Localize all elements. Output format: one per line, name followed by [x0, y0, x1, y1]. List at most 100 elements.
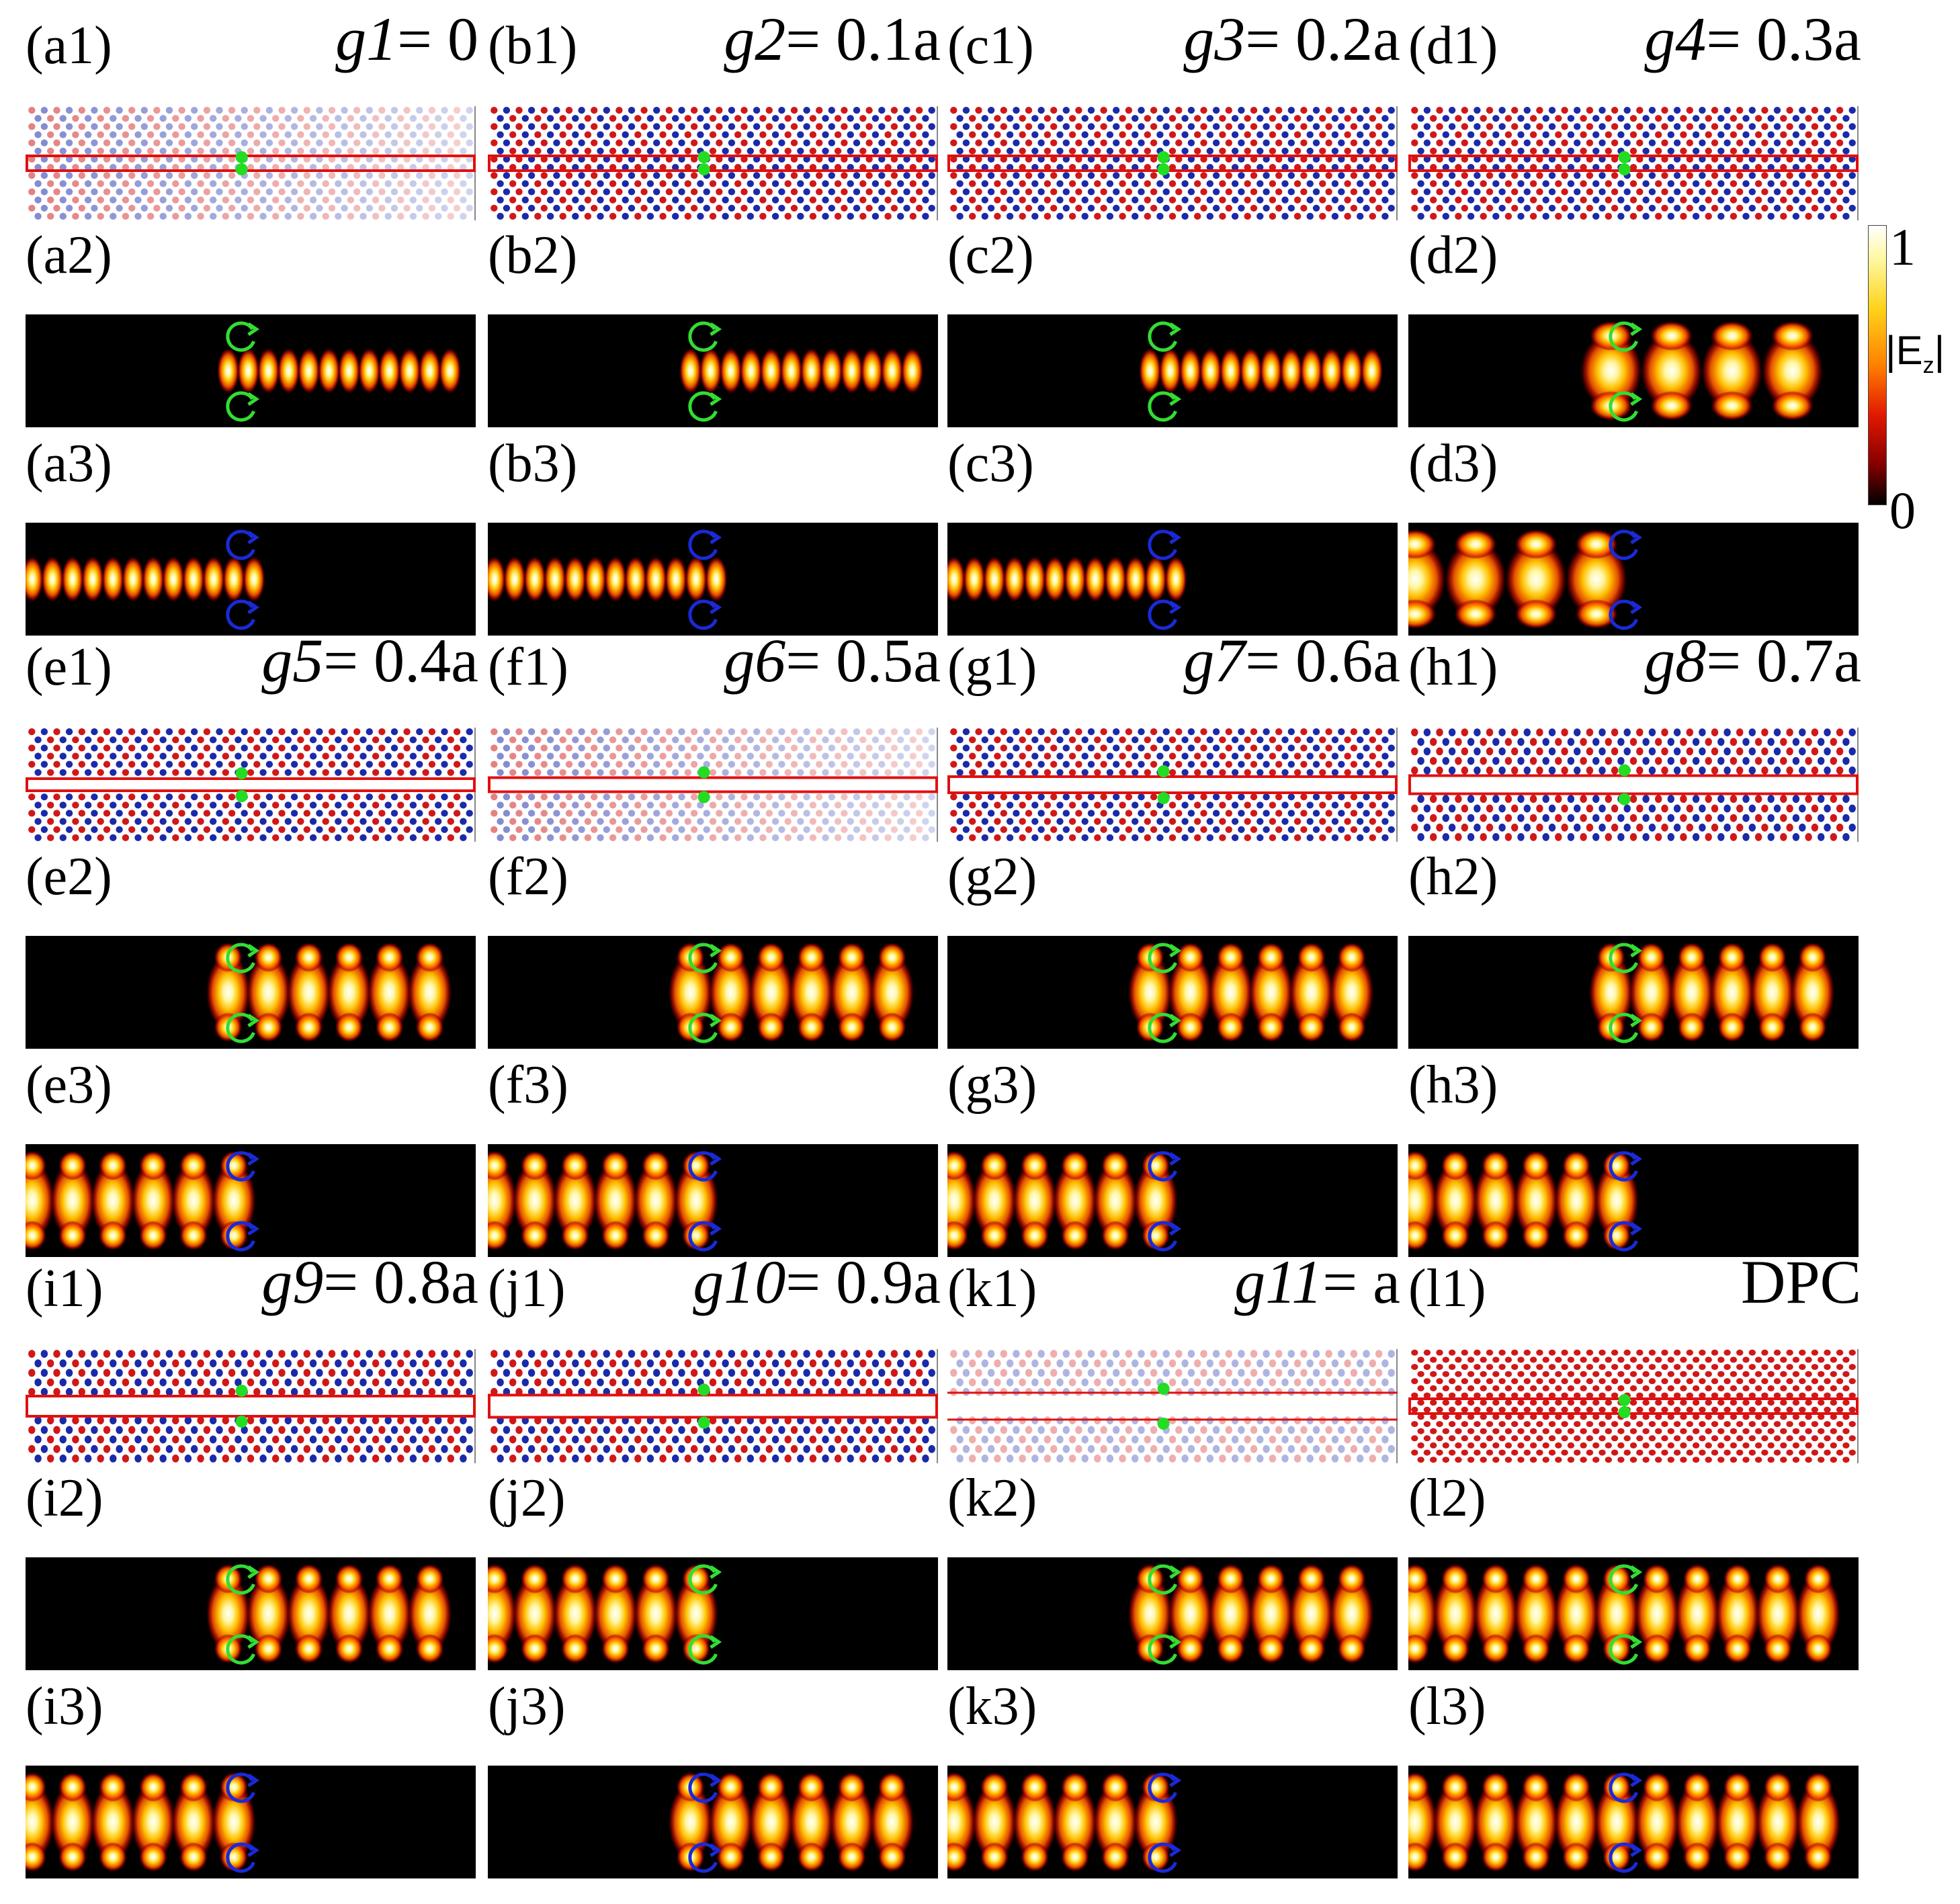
panel-tag-10-3: (j3): [488, 1677, 566, 1736]
colorbar: 1 0 |Ez|: [1868, 218, 1960, 539]
panel-tag-6-2: (f2): [488, 847, 568, 906]
field-left-panel-3: [947, 523, 1398, 636]
panel-tag-7-3: (g3): [947, 1055, 1037, 1115]
title-variable: g11: [1234, 1248, 1323, 1316]
panel-tag-4-1: (d1): [1408, 16, 1498, 75]
panel-tag-11-3: (k3): [947, 1677, 1037, 1736]
colorbar-label: |Ez|: [1885, 327, 1945, 379]
lattice-panel-9: [26, 1349, 476, 1463]
panel-tag-9-3: (i3): [26, 1677, 103, 1736]
title-value: = 0.4a: [323, 626, 478, 695]
panel-tag-9-2: (i2): [26, 1469, 103, 1528]
panel-tag-4-2: (d2): [1408, 226, 1498, 285]
panel-tag-1-2: (a2): [26, 226, 112, 285]
title-variable: g10: [693, 1248, 786, 1316]
field-right-panel-12: [1408, 1557, 1859, 1670]
lattice-panel-11: [947, 1349, 1398, 1463]
panel-tag-6-1: (f1): [488, 638, 568, 697]
panel-tag-3-3: (c3): [947, 434, 1034, 493]
lattice-panel-3: [947, 106, 1398, 220]
lattice-panel-12: [1408, 1349, 1859, 1463]
colorbar-label-end: |: [1934, 328, 1945, 373]
panel-tag-12-3: (l3): [1408, 1677, 1486, 1736]
title-value: = 0.2a: [1245, 5, 1400, 73]
field-right-panel-1: [26, 314, 476, 427]
panel-tag-9-1: (i1): [26, 1259, 103, 1318]
colorbar-label-main: |E: [1885, 328, 1923, 373]
title-variable: g2: [724, 5, 786, 73]
lattice-panel-8: [1408, 728, 1859, 842]
title-value: = a: [1322, 1248, 1400, 1316]
field-left-panel-5: [26, 1144, 476, 1257]
title-value: = 0.9a: [785, 1248, 941, 1316]
title-value: = 0: [397, 5, 478, 73]
panel-tag-11-1: (k1): [947, 1259, 1037, 1318]
title-value: = 0.1a: [785, 5, 941, 73]
panel-title-5: g5= 0.4a: [261, 630, 478, 691]
panel-tag-3-2: (c2): [947, 226, 1034, 285]
field-right-panel-6: [488, 936, 938, 1049]
panel-tag-8-2: (h2): [1408, 847, 1498, 906]
panel-tag-5-3: (e3): [26, 1055, 112, 1115]
panel-tag-1-3: (a3): [26, 434, 112, 493]
panel-tag-1-1: (a1): [26, 16, 112, 75]
panel-tag-5-1: (e1): [26, 638, 112, 697]
panel-tag-11-2: (k2): [947, 1469, 1037, 1528]
panel-tag-6-3: (f3): [488, 1055, 568, 1115]
field-left-panel-2: [488, 523, 938, 636]
colorbar-min: 0: [1889, 481, 1916, 539]
field-right-panel-7: [947, 936, 1398, 1049]
field-right-panel-5: [26, 936, 476, 1049]
panel-title-7: g7= 0.6a: [1183, 630, 1400, 691]
panel-tag-2-3: (b3): [488, 434, 578, 493]
panel-tag-10-2: (j2): [488, 1469, 566, 1528]
colorbar-label-sub: z: [1922, 353, 1934, 378]
field-left-panel-11: [947, 1766, 1398, 1878]
title-variable: g9: [261, 1248, 324, 1316]
lattice-panel-6: [488, 728, 938, 842]
panel-tag-2-1: (b1): [488, 16, 578, 75]
lattice-panel-10: [488, 1349, 938, 1463]
title-variable: g1: [335, 5, 398, 73]
title-value: = 0.8a: [323, 1248, 478, 1316]
title-value: = 0.7a: [1706, 626, 1861, 695]
panel-tag-2-2: (b2): [488, 226, 578, 285]
field-right-panel-10: [488, 1557, 938, 1670]
field-right-panel-2: [488, 314, 938, 427]
panel-title-11: g11= a: [1234, 1251, 1400, 1313]
field-left-panel-1: [26, 523, 476, 636]
title-variable: g8: [1644, 626, 1707, 695]
panel-tag-12-2: (l2): [1408, 1469, 1486, 1528]
panel-title-2: g2= 0.1a: [724, 8, 941, 70]
panel-title-4: g4= 0.3a: [1644, 8, 1861, 70]
panel-tag-8-3: (h3): [1408, 1055, 1498, 1115]
colorbar-max: 1: [1889, 218, 1916, 276]
panel-tag-3-1: (c1): [947, 16, 1034, 75]
panel-tag-8-1: (h1): [1408, 638, 1498, 697]
colorbar-gradient: [1868, 225, 1887, 505]
title-value: = 0.3a: [1706, 5, 1861, 73]
panel-title-8: g8= 0.7a: [1644, 630, 1861, 691]
title-variable: g6: [724, 626, 786, 695]
field-left-panel-10: [488, 1766, 938, 1878]
panel-title-9: g9= 0.8a: [261, 1251, 478, 1313]
field-left-panel-4: [1408, 523, 1859, 636]
field-left-panel-8: [1408, 1144, 1859, 1257]
panel-title-6: g6= 0.5a: [724, 630, 941, 691]
title-variable: g5: [261, 626, 324, 695]
panel-tag-10-1: (j1): [488, 1259, 566, 1318]
panel-tag-4-3: (d3): [1408, 434, 1498, 493]
field-right-panel-8: [1408, 936, 1859, 1049]
panel-tag-12-1: (l1): [1408, 1259, 1486, 1318]
title-variable: g3: [1183, 5, 1246, 73]
title-variable: g4: [1644, 5, 1707, 73]
field-left-panel-6: [488, 1144, 938, 1257]
field-left-panel-9: [26, 1766, 476, 1878]
field-left-panel-12: [1408, 1766, 1859, 1878]
panel-tag-5-2: (e2): [26, 847, 112, 906]
field-right-panel-11: [947, 1557, 1398, 1670]
title-value: DPC: [1741, 1248, 1861, 1316]
lattice-panel-4: [1408, 106, 1859, 220]
field-right-panel-3: [947, 314, 1398, 427]
